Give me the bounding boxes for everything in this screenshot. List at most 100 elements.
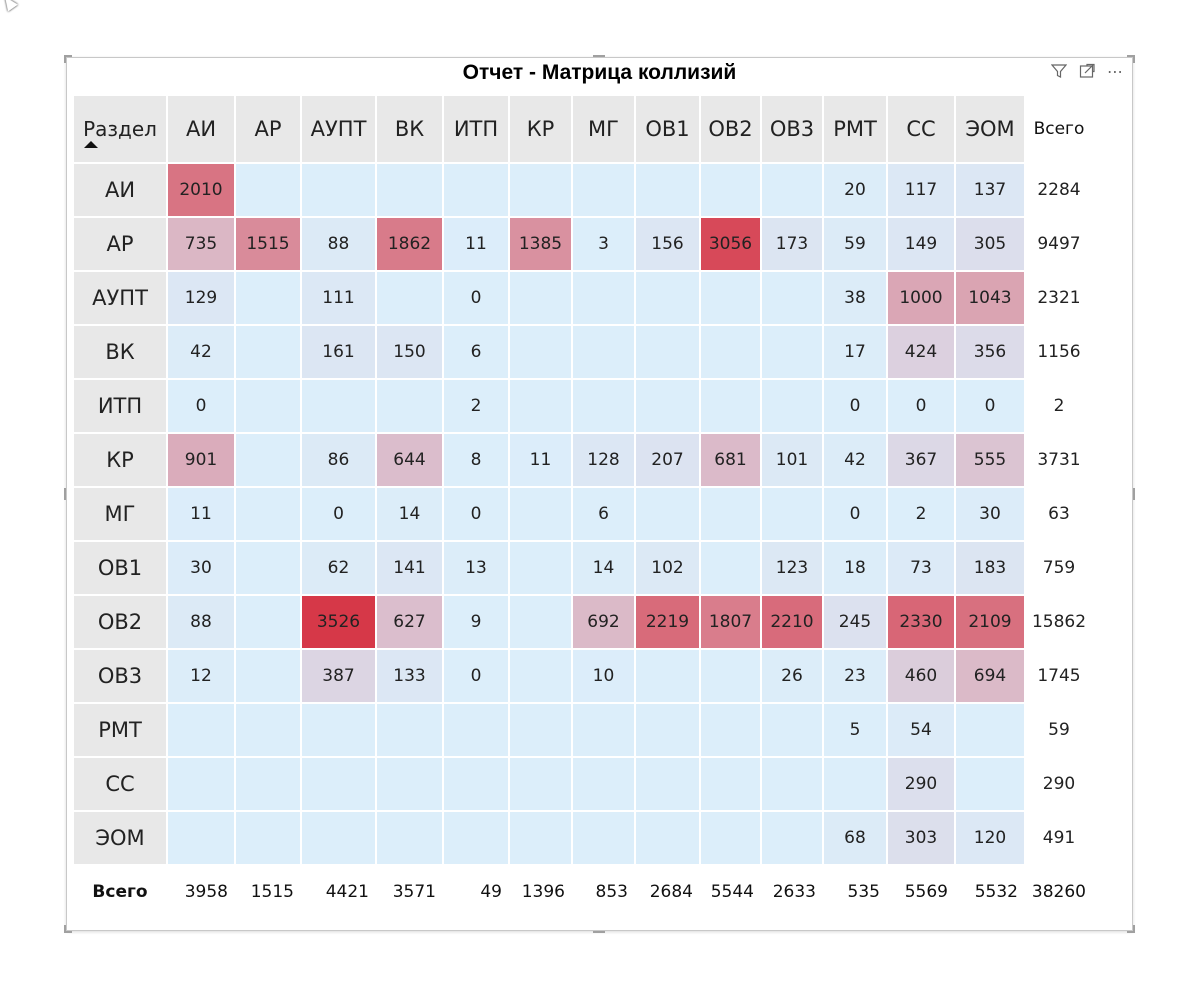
matrix-cell[interactable] xyxy=(377,380,442,432)
matrix-cell[interactable]: 627 xyxy=(377,596,442,648)
matrix-cell[interactable]: 123 xyxy=(762,542,822,594)
matrix-cell[interactable]: 367 xyxy=(888,434,954,486)
matrix-cell[interactable]: 14 xyxy=(377,488,442,540)
matrix-cell[interactable] xyxy=(236,650,300,702)
matrix-cell[interactable] xyxy=(762,488,822,540)
matrix-cell[interactable]: 12 xyxy=(168,650,234,702)
matrix-cell[interactable]: 18 xyxy=(824,542,886,594)
matrix-cell[interactable]: 1807 xyxy=(701,596,760,648)
row-header[interactable]: РМТ xyxy=(74,704,166,756)
matrix-cell[interactable]: 0 xyxy=(444,272,508,324)
matrix-cell[interactable] xyxy=(236,272,300,324)
matrix-cell[interactable] xyxy=(762,704,822,756)
matrix-cell[interactable] xyxy=(824,758,886,810)
column-header-3[interactable]: АУПТ xyxy=(302,96,375,162)
matrix-cell[interactable] xyxy=(701,758,760,810)
column-header-10[interactable]: ОВ3 xyxy=(762,96,822,162)
column-header-7[interactable]: МГ xyxy=(573,96,634,162)
matrix-cell[interactable]: 555 xyxy=(956,434,1024,486)
matrix-cell[interactable] xyxy=(762,812,822,864)
matrix-cell[interactable] xyxy=(510,488,571,540)
matrix-cell[interactable] xyxy=(302,704,375,756)
matrix-cell[interactable] xyxy=(377,704,442,756)
matrix-cell[interactable] xyxy=(762,164,822,216)
matrix-cell[interactable]: 149 xyxy=(888,218,954,270)
matrix-cell[interactable] xyxy=(444,758,508,810)
matrix-cell[interactable]: 54 xyxy=(888,704,954,756)
matrix-cell[interactable]: 10 xyxy=(573,650,634,702)
matrix-cell[interactable]: 2109 xyxy=(956,596,1024,648)
matrix-cell[interactable] xyxy=(701,272,760,324)
resize-handle-bottom-left[interactable] xyxy=(64,931,72,933)
matrix-cell[interactable] xyxy=(762,326,822,378)
matrix-cell[interactable] xyxy=(510,812,571,864)
matrix-cell[interactable]: 460 xyxy=(888,650,954,702)
matrix-cell[interactable]: 59 xyxy=(824,218,886,270)
matrix-cell[interactable]: 424 xyxy=(888,326,954,378)
matrix-cell[interactable] xyxy=(302,164,375,216)
more-options-icon[interactable]: ⋯ xyxy=(1107,61,1123,81)
matrix-cell[interactable]: 17 xyxy=(824,326,886,378)
matrix-cell[interactable] xyxy=(377,758,442,810)
matrix-cell[interactable] xyxy=(636,164,699,216)
matrix-cell[interactable]: 150 xyxy=(377,326,442,378)
matrix-cell[interactable]: 30 xyxy=(956,488,1024,540)
matrix-cell[interactable]: 0 xyxy=(444,650,508,702)
matrix-cell[interactable] xyxy=(636,488,699,540)
matrix-cell[interactable] xyxy=(377,812,442,864)
matrix-cell[interactable] xyxy=(236,704,300,756)
matrix-cell[interactable] xyxy=(573,704,634,756)
matrix-cell[interactable]: 3526 xyxy=(302,596,375,648)
matrix-cell[interactable] xyxy=(573,272,634,324)
matrix-cell[interactable] xyxy=(701,812,760,864)
matrix-cell[interactable]: 1862 xyxy=(377,218,442,270)
matrix-cell[interactable]: 23 xyxy=(824,650,886,702)
matrix-cell[interactable] xyxy=(636,380,699,432)
matrix-cell[interactable]: 735 xyxy=(168,218,234,270)
matrix-cell[interactable]: 0 xyxy=(168,380,234,432)
matrix-cell[interactable]: 128 xyxy=(573,434,634,486)
matrix-cell[interactable] xyxy=(636,326,699,378)
matrix-cell[interactable] xyxy=(762,380,822,432)
column-header-9[interactable]: ОВ2 xyxy=(701,96,760,162)
matrix-cell[interactable] xyxy=(236,812,300,864)
matrix-cell[interactable] xyxy=(701,488,760,540)
matrix-cell[interactable] xyxy=(762,272,822,324)
matrix-cell[interactable] xyxy=(377,164,442,216)
matrix-cell[interactable] xyxy=(510,272,571,324)
matrix-cell[interactable] xyxy=(236,758,300,810)
matrix-visual[interactable]: Отчет - Матрица коллизий ⋯ Раздел АИ АР АУ… xyxy=(64,55,1135,933)
matrix-cell[interactable] xyxy=(168,758,234,810)
matrix-cell[interactable] xyxy=(701,650,760,702)
matrix-cell[interactable] xyxy=(168,704,234,756)
matrix-cell[interactable]: 11 xyxy=(168,488,234,540)
resize-handle-bottom-right[interactable] xyxy=(1127,931,1135,933)
resize-handle-bottom[interactable] xyxy=(593,931,605,933)
matrix-cell[interactable] xyxy=(444,164,508,216)
matrix-cell[interactable] xyxy=(762,758,822,810)
matrix-cell[interactable]: 901 xyxy=(168,434,234,486)
matrix-cell[interactable]: 42 xyxy=(824,434,886,486)
resize-handle-top-left[interactable] xyxy=(64,55,72,57)
resize-handle-top-right[interactable] xyxy=(1133,55,1135,63)
matrix-cell[interactable] xyxy=(701,380,760,432)
row-header[interactable]: КР xyxy=(74,434,166,486)
matrix-cell[interactable]: 13 xyxy=(444,542,508,594)
matrix-cell[interactable] xyxy=(236,434,300,486)
row-header[interactable]: ОВ2 xyxy=(74,596,166,648)
matrix-cell[interactable]: 303 xyxy=(888,812,954,864)
matrix-cell[interactable]: 137 xyxy=(956,164,1024,216)
sort-header-section[interactable]: Раздел xyxy=(74,96,166,162)
matrix-cell[interactable]: 3 xyxy=(573,218,634,270)
matrix-cell[interactable] xyxy=(701,164,760,216)
matrix-cell[interactable]: 20 xyxy=(824,164,886,216)
matrix-cell[interactable]: 1515 xyxy=(236,218,300,270)
matrix-cell[interactable]: 2330 xyxy=(888,596,954,648)
column-header-12[interactable]: СС xyxy=(888,96,954,162)
matrix-cell[interactable]: 0 xyxy=(824,488,886,540)
matrix-cell[interactable] xyxy=(701,704,760,756)
matrix-cell[interactable]: 2010 xyxy=(168,164,234,216)
matrix-cell[interactable] xyxy=(302,758,375,810)
matrix-cell[interactable]: 141 xyxy=(377,542,442,594)
row-header[interactable]: АИ xyxy=(74,164,166,216)
